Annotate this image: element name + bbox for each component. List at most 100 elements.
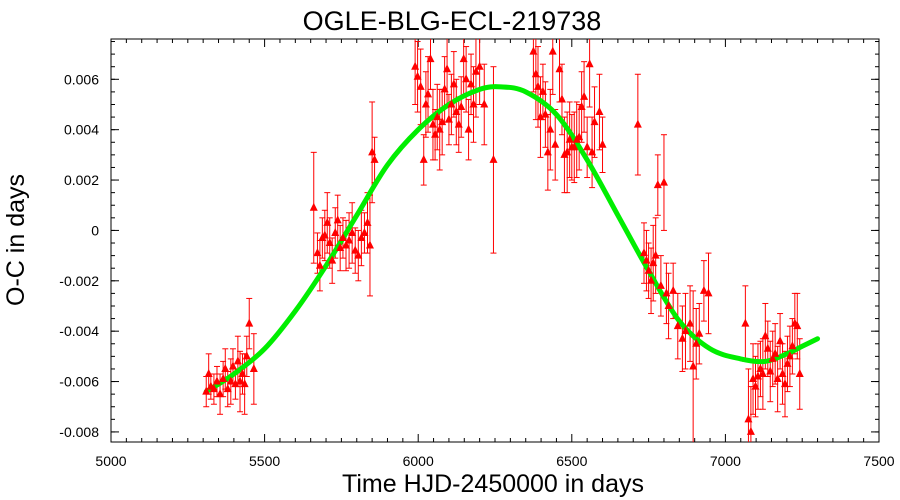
data-point bbox=[651, 250, 660, 259]
data-point bbox=[309, 202, 318, 211]
data-point bbox=[595, 107, 604, 116]
y-tick-label: 0 bbox=[91, 222, 99, 238]
data-point bbox=[336, 243, 345, 252]
data-point bbox=[538, 86, 547, 95]
data-point bbox=[699, 285, 708, 294]
data-point bbox=[449, 79, 458, 88]
data-point bbox=[315, 260, 324, 269]
data-point bbox=[551, 139, 560, 148]
fit-curve bbox=[203, 84, 821, 395]
data-point bbox=[320, 230, 329, 239]
data-points bbox=[202, 46, 804, 435]
data-point bbox=[416, 81, 425, 90]
data-point bbox=[360, 227, 369, 236]
data-point bbox=[459, 54, 468, 63]
data-point bbox=[331, 227, 340, 236]
data-point bbox=[480, 99, 489, 108]
data-point bbox=[357, 232, 366, 241]
data-point bbox=[766, 366, 775, 375]
data-point bbox=[633, 119, 642, 128]
data-point bbox=[583, 142, 592, 151]
data-point bbox=[529, 46, 538, 55]
data-point bbox=[365, 240, 374, 249]
chart-title: OGLE-BLG-ECL-219738 bbox=[303, 6, 602, 36]
data-point bbox=[428, 119, 437, 128]
data-point bbox=[223, 384, 232, 393]
data-point bbox=[471, 66, 480, 75]
data-point bbox=[413, 71, 422, 80]
data-point bbox=[795, 368, 804, 377]
data-point bbox=[209, 384, 218, 393]
x-tick-label: 6000 bbox=[403, 453, 434, 469]
data-point bbox=[704, 288, 713, 297]
data-point bbox=[226, 376, 235, 385]
data-point bbox=[212, 376, 221, 385]
x-tick-label: 7500 bbox=[863, 453, 894, 469]
data-point bbox=[238, 368, 247, 377]
x-tick-label: 6500 bbox=[556, 453, 587, 469]
data-point bbox=[681, 326, 690, 335]
data-point bbox=[431, 129, 440, 138]
data-point bbox=[580, 91, 589, 100]
data-point bbox=[426, 54, 435, 63]
data-point bbox=[323, 217, 332, 226]
data-point bbox=[338, 232, 347, 241]
data-point bbox=[788, 341, 797, 350]
data-point bbox=[228, 361, 237, 370]
data-point bbox=[351, 245, 360, 254]
data-point bbox=[644, 265, 653, 274]
data-point bbox=[746, 426, 755, 435]
data-point bbox=[421, 99, 430, 108]
data-point bbox=[639, 248, 648, 257]
data-point bbox=[249, 363, 258, 372]
data-point bbox=[773, 374, 782, 383]
data-point bbox=[776, 336, 785, 345]
data-point bbox=[467, 79, 476, 88]
data-point bbox=[669, 285, 678, 294]
data-point bbox=[563, 147, 572, 156]
data-point bbox=[577, 102, 586, 111]
data-point bbox=[541, 109, 550, 118]
data-point bbox=[590, 117, 599, 126]
data-point bbox=[780, 379, 789, 388]
data-point bbox=[531, 69, 540, 78]
data-point bbox=[649, 258, 658, 267]
data-point bbox=[231, 379, 240, 388]
y-tick-label: 0.006 bbox=[64, 71, 99, 87]
data-point bbox=[216, 389, 225, 398]
fit-curve-layer bbox=[203, 84, 821, 395]
data-point bbox=[452, 107, 461, 116]
y-tick-label: -0.002 bbox=[59, 273, 99, 289]
data-point bbox=[489, 154, 498, 163]
x-tick-label: 7000 bbox=[710, 453, 741, 469]
data-point bbox=[475, 61, 484, 70]
data-point bbox=[342, 240, 351, 249]
data-point bbox=[435, 124, 444, 133]
data-point bbox=[236, 376, 245, 385]
data-point bbox=[363, 217, 372, 226]
data-point bbox=[744, 414, 753, 423]
data-point bbox=[233, 356, 242, 365]
data-point bbox=[656, 280, 665, 289]
data-point bbox=[534, 81, 543, 90]
data-point bbox=[793, 321, 802, 330]
data-point bbox=[462, 74, 471, 83]
data-point bbox=[443, 64, 452, 73]
data-point bbox=[673, 321, 682, 330]
data-point bbox=[689, 361, 698, 370]
data-point bbox=[368, 147, 377, 156]
data-point bbox=[570, 142, 579, 151]
data-point bbox=[411, 61, 420, 70]
data-point bbox=[761, 331, 770, 340]
data-point bbox=[642, 255, 651, 264]
data-point bbox=[662, 288, 671, 297]
data-point bbox=[692, 338, 701, 347]
data-point bbox=[464, 124, 473, 133]
data-point bbox=[741, 318, 750, 327]
y-tick-label: 0.004 bbox=[64, 122, 99, 138]
y-tick-label: -0.008 bbox=[59, 424, 99, 440]
y-tick-label: -0.006 bbox=[59, 374, 99, 390]
data-point bbox=[370, 154, 379, 163]
data-point bbox=[565, 134, 574, 143]
